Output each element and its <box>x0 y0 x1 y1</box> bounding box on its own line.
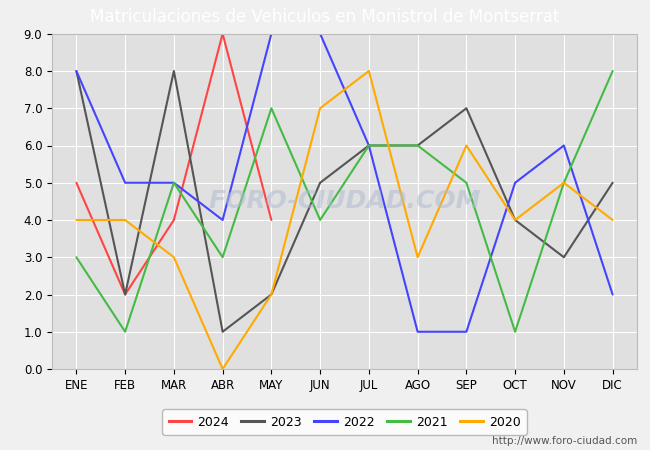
2021 <box>72 255 81 260</box>
2022 <box>608 292 616 297</box>
2022 <box>560 143 568 148</box>
2020 <box>608 217 616 223</box>
2022 <box>511 180 519 185</box>
2021 <box>170 180 178 185</box>
2023 <box>218 329 227 334</box>
2023 <box>268 292 276 297</box>
2023 <box>608 180 616 185</box>
2021 <box>121 329 129 334</box>
2024 <box>121 292 129 297</box>
2023 <box>121 292 129 297</box>
Text: Matriculaciones de Vehiculos en Monistrol de Montserrat: Matriculaciones de Vehiculos en Monistro… <box>90 8 560 26</box>
Line: 2021: 2021 <box>77 71 612 332</box>
2024 <box>72 180 81 185</box>
Line: 2024: 2024 <box>77 34 272 294</box>
2022 <box>268 31 276 36</box>
2022 <box>121 180 129 185</box>
Text: http://www.foro-ciudad.com: http://www.foro-ciudad.com <box>492 436 637 446</box>
2020 <box>72 217 81 223</box>
2022 <box>72 68 81 74</box>
2023 <box>413 143 421 148</box>
2022 <box>170 180 178 185</box>
2020 <box>170 255 178 260</box>
2021 <box>560 180 568 185</box>
2022 <box>365 143 373 148</box>
2020 <box>511 217 519 223</box>
Text: FORO-CIUDAD.COM: FORO-CIUDAD.COM <box>208 189 481 213</box>
2024 <box>170 217 178 223</box>
2021 <box>463 180 471 185</box>
2020 <box>413 255 421 260</box>
2024 <box>218 31 227 36</box>
2023 <box>170 68 178 74</box>
2021 <box>268 106 276 111</box>
2022 <box>218 217 227 223</box>
2023 <box>72 68 81 74</box>
2021 <box>511 329 519 334</box>
2020 <box>560 180 568 185</box>
2022 <box>316 31 324 36</box>
Line: 2023: 2023 <box>77 71 612 332</box>
2021 <box>365 143 373 148</box>
Line: 2022: 2022 <box>77 34 612 332</box>
Legend: 2024, 2023, 2022, 2021, 2020: 2024, 2023, 2022, 2021, 2020 <box>162 409 526 435</box>
Line: 2020: 2020 <box>77 71 612 369</box>
2020 <box>218 366 227 372</box>
2024 <box>268 217 276 223</box>
2021 <box>608 68 616 74</box>
2020 <box>121 217 129 223</box>
2023 <box>560 255 568 260</box>
2022 <box>463 329 471 334</box>
2023 <box>511 217 519 223</box>
2020 <box>316 106 324 111</box>
2021 <box>218 255 227 260</box>
2020 <box>268 292 276 297</box>
2020 <box>463 143 471 148</box>
2023 <box>463 106 471 111</box>
2023 <box>316 180 324 185</box>
2021 <box>413 143 421 148</box>
2023 <box>365 143 373 148</box>
2020 <box>365 68 373 74</box>
2021 <box>316 217 324 223</box>
2022 <box>413 329 421 334</box>
